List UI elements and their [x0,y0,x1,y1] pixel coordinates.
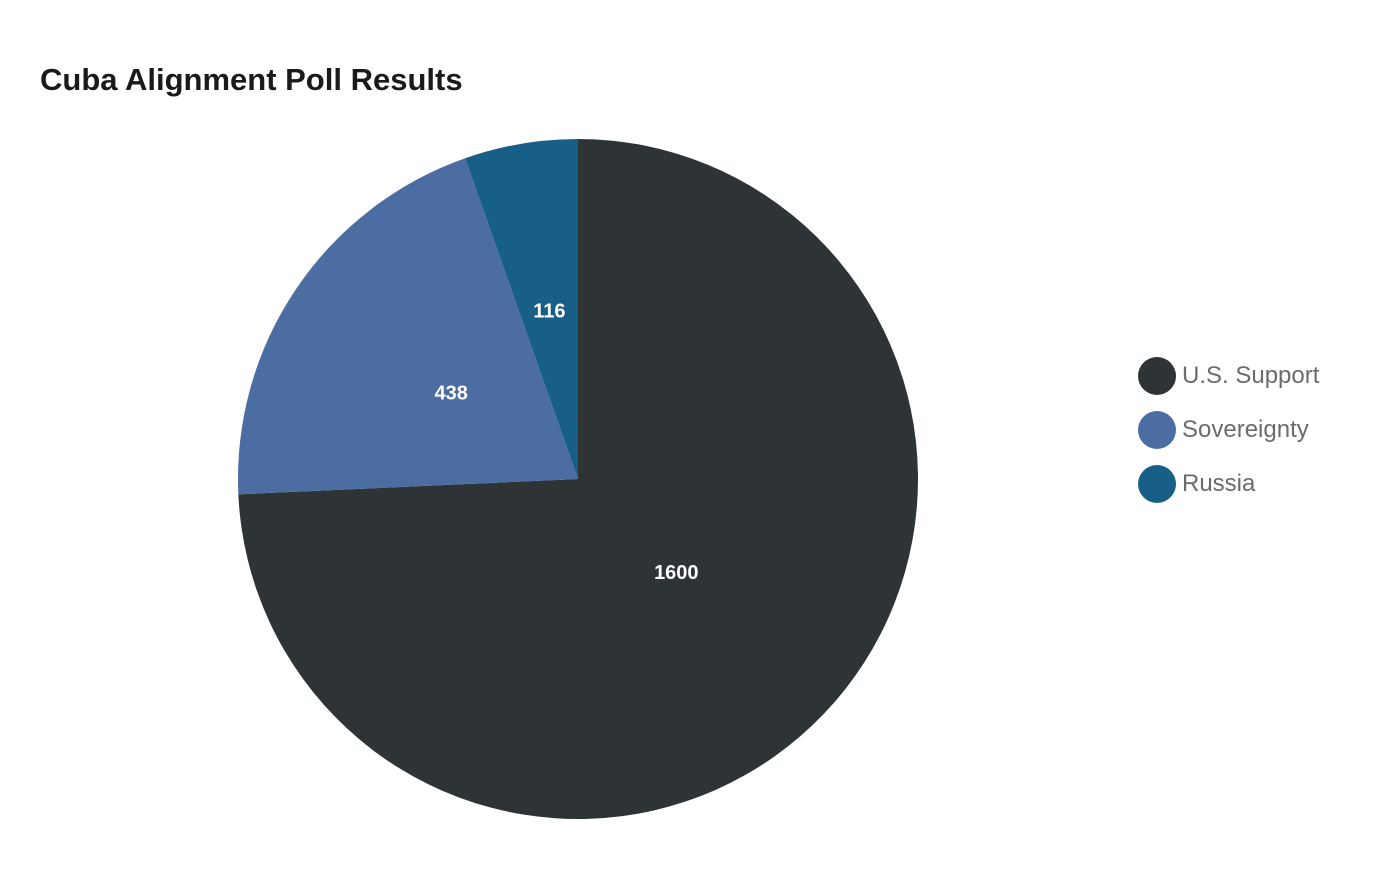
chart-legend: U.S. Support Sovereignty Russia [1138,357,1319,519]
data-label-russia: 116 [533,300,565,322]
legend-item-us-support[interactable]: U.S. Support [1138,357,1319,395]
legend-swatch-sovereignty [1138,411,1176,449]
legend-swatch-us-support [1138,357,1176,395]
data-label-us-support: 1600 [654,562,699,584]
data-label-sovereignty: 438 [434,382,467,404]
legend-label-us-support: U.S. Support [1182,362,1320,389]
pie-slices [237,139,919,820]
pie-slice-us-support[interactable] [238,139,919,820]
pie-slice-sovereignty[interactable] [237,158,578,495]
legend-item-russia[interactable]: Russia [1138,465,1319,503]
pie-slice-russia[interactable] [465,139,578,479]
pie-data-labels: 1600 438 116 [434,300,698,584]
legend-swatch-russia [1138,465,1176,503]
legend-label-sovereignty: Sovereignty [1182,416,1309,443]
legend-label-russia: Russia [1182,470,1256,497]
chart-title: Cuba Alignment Poll Results [40,62,463,97]
legend-item-sovereignty[interactable]: Sovereignty [1138,411,1319,449]
